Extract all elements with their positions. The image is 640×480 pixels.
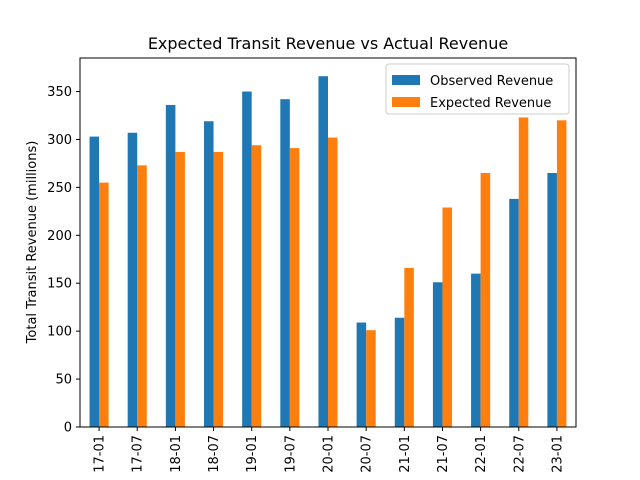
x-tick-label-17-01: 17-01	[93, 435, 108, 473]
observed-revenue-bar-23-01	[547, 173, 557, 427]
observed-revenue-bar-21-07	[432, 282, 443, 427]
observed-revenue-bar-22-07	[509, 198, 519, 427]
x-tick-label-21-07: 21-07	[436, 435, 451, 473]
x-axis: 17-01 17-07 18-01 18-07 19-01 19-07 20-01 20-07…	[93, 427, 565, 473]
expected-revenue-bar-17-07	[137, 165, 147, 427]
legend: Observed Revenue Expected Revenue	[385, 63, 570, 115]
plot-frame	[79, 57, 577, 428]
expected-revenue-bar-20-07	[366, 330, 376, 427]
y-axis: 0 50 100 150 200 250 300 350	[47, 85, 80, 436]
y-tick-label-50: 50	[55, 373, 72, 388]
expected-revenue-bar-18-01	[175, 151, 185, 427]
observed-revenue-bar-18-01	[165, 104, 176, 428]
bars-group	[89, 76, 567, 428]
y-tick-label-0: 0	[64, 421, 72, 436]
expected-revenue-bar-23-01	[556, 120, 567, 427]
expected-revenue-bar-21-01	[404, 267, 414, 427]
x-tick-label-19-01: 19-01	[245, 435, 260, 473]
y-tick-label-300: 300	[47, 133, 72, 148]
observed-revenue-bar-20-01	[318, 76, 328, 427]
x-tick-label-18-07: 18-07	[207, 435, 222, 473]
expected-revenue-bar-20-01	[328, 137, 338, 427]
y-tick-label-150: 150	[47, 277, 72, 292]
observed-revenue-bar-17-01	[89, 136, 100, 427]
y-tick-label-200: 200	[47, 229, 72, 244]
legend-swatch-observed-revenue	[392, 75, 420, 85]
observed-revenue-bar-22-01	[471, 273, 481, 427]
x-tick-label-17-07: 17-07	[131, 435, 146, 473]
observed-revenue-bar-19-07	[280, 99, 290, 428]
expected-revenue-bar-17-01	[99, 182, 109, 427]
observed-revenue-bar-17-07	[127, 132, 138, 428]
y-tick-label-100: 100	[47, 325, 72, 340]
legend-label-observed-revenue: Observed Revenue	[430, 74, 553, 89]
chart-title: Expected Transit Revenue vs Actual Reven…	[148, 34, 508, 53]
y-axis-title: Total Transit Revenue (millions)	[25, 141, 40, 345]
expected-revenue-bar-22-01	[480, 173, 491, 427]
x-tick-label-20-07: 20-07	[360, 435, 375, 473]
x-tick-label-23-01: 23-01	[550, 435, 565, 473]
y-tick-label-250: 250	[47, 181, 72, 196]
legend-box	[385, 63, 570, 115]
observed-revenue-bar-21-01	[394, 317, 405, 427]
x-tick-label-22-07: 22-07	[512, 435, 527, 473]
observed-revenue-bar-18-07	[204, 121, 214, 427]
x-tick-label-19-07: 19-07	[283, 435, 298, 473]
observed-revenue-bar-19-01	[242, 91, 252, 427]
x-tick-label-22-01: 22-01	[474, 435, 489, 473]
expected-revenue-bar-19-01	[251, 145, 262, 427]
expected-revenue-bar-18-07	[213, 151, 224, 427]
expected-revenue-bar-19-07	[289, 148, 300, 427]
x-tick-label-21-01: 21-01	[398, 435, 413, 473]
legend-label-expected-revenue: Expected Revenue	[430, 96, 551, 111]
expected-revenue-bar-21-07	[442, 207, 452, 427]
legend-swatch-expected-revenue	[392, 97, 420, 107]
x-tick-label-20-01: 20-01	[322, 435, 337, 473]
observed-revenue-bar-20-07	[356, 322, 367, 427]
expected-revenue-bar-22-07	[518, 117, 529, 428]
y-tick-label-350: 350	[47, 85, 72, 100]
x-tick-label-18-01: 18-01	[169, 435, 184, 473]
